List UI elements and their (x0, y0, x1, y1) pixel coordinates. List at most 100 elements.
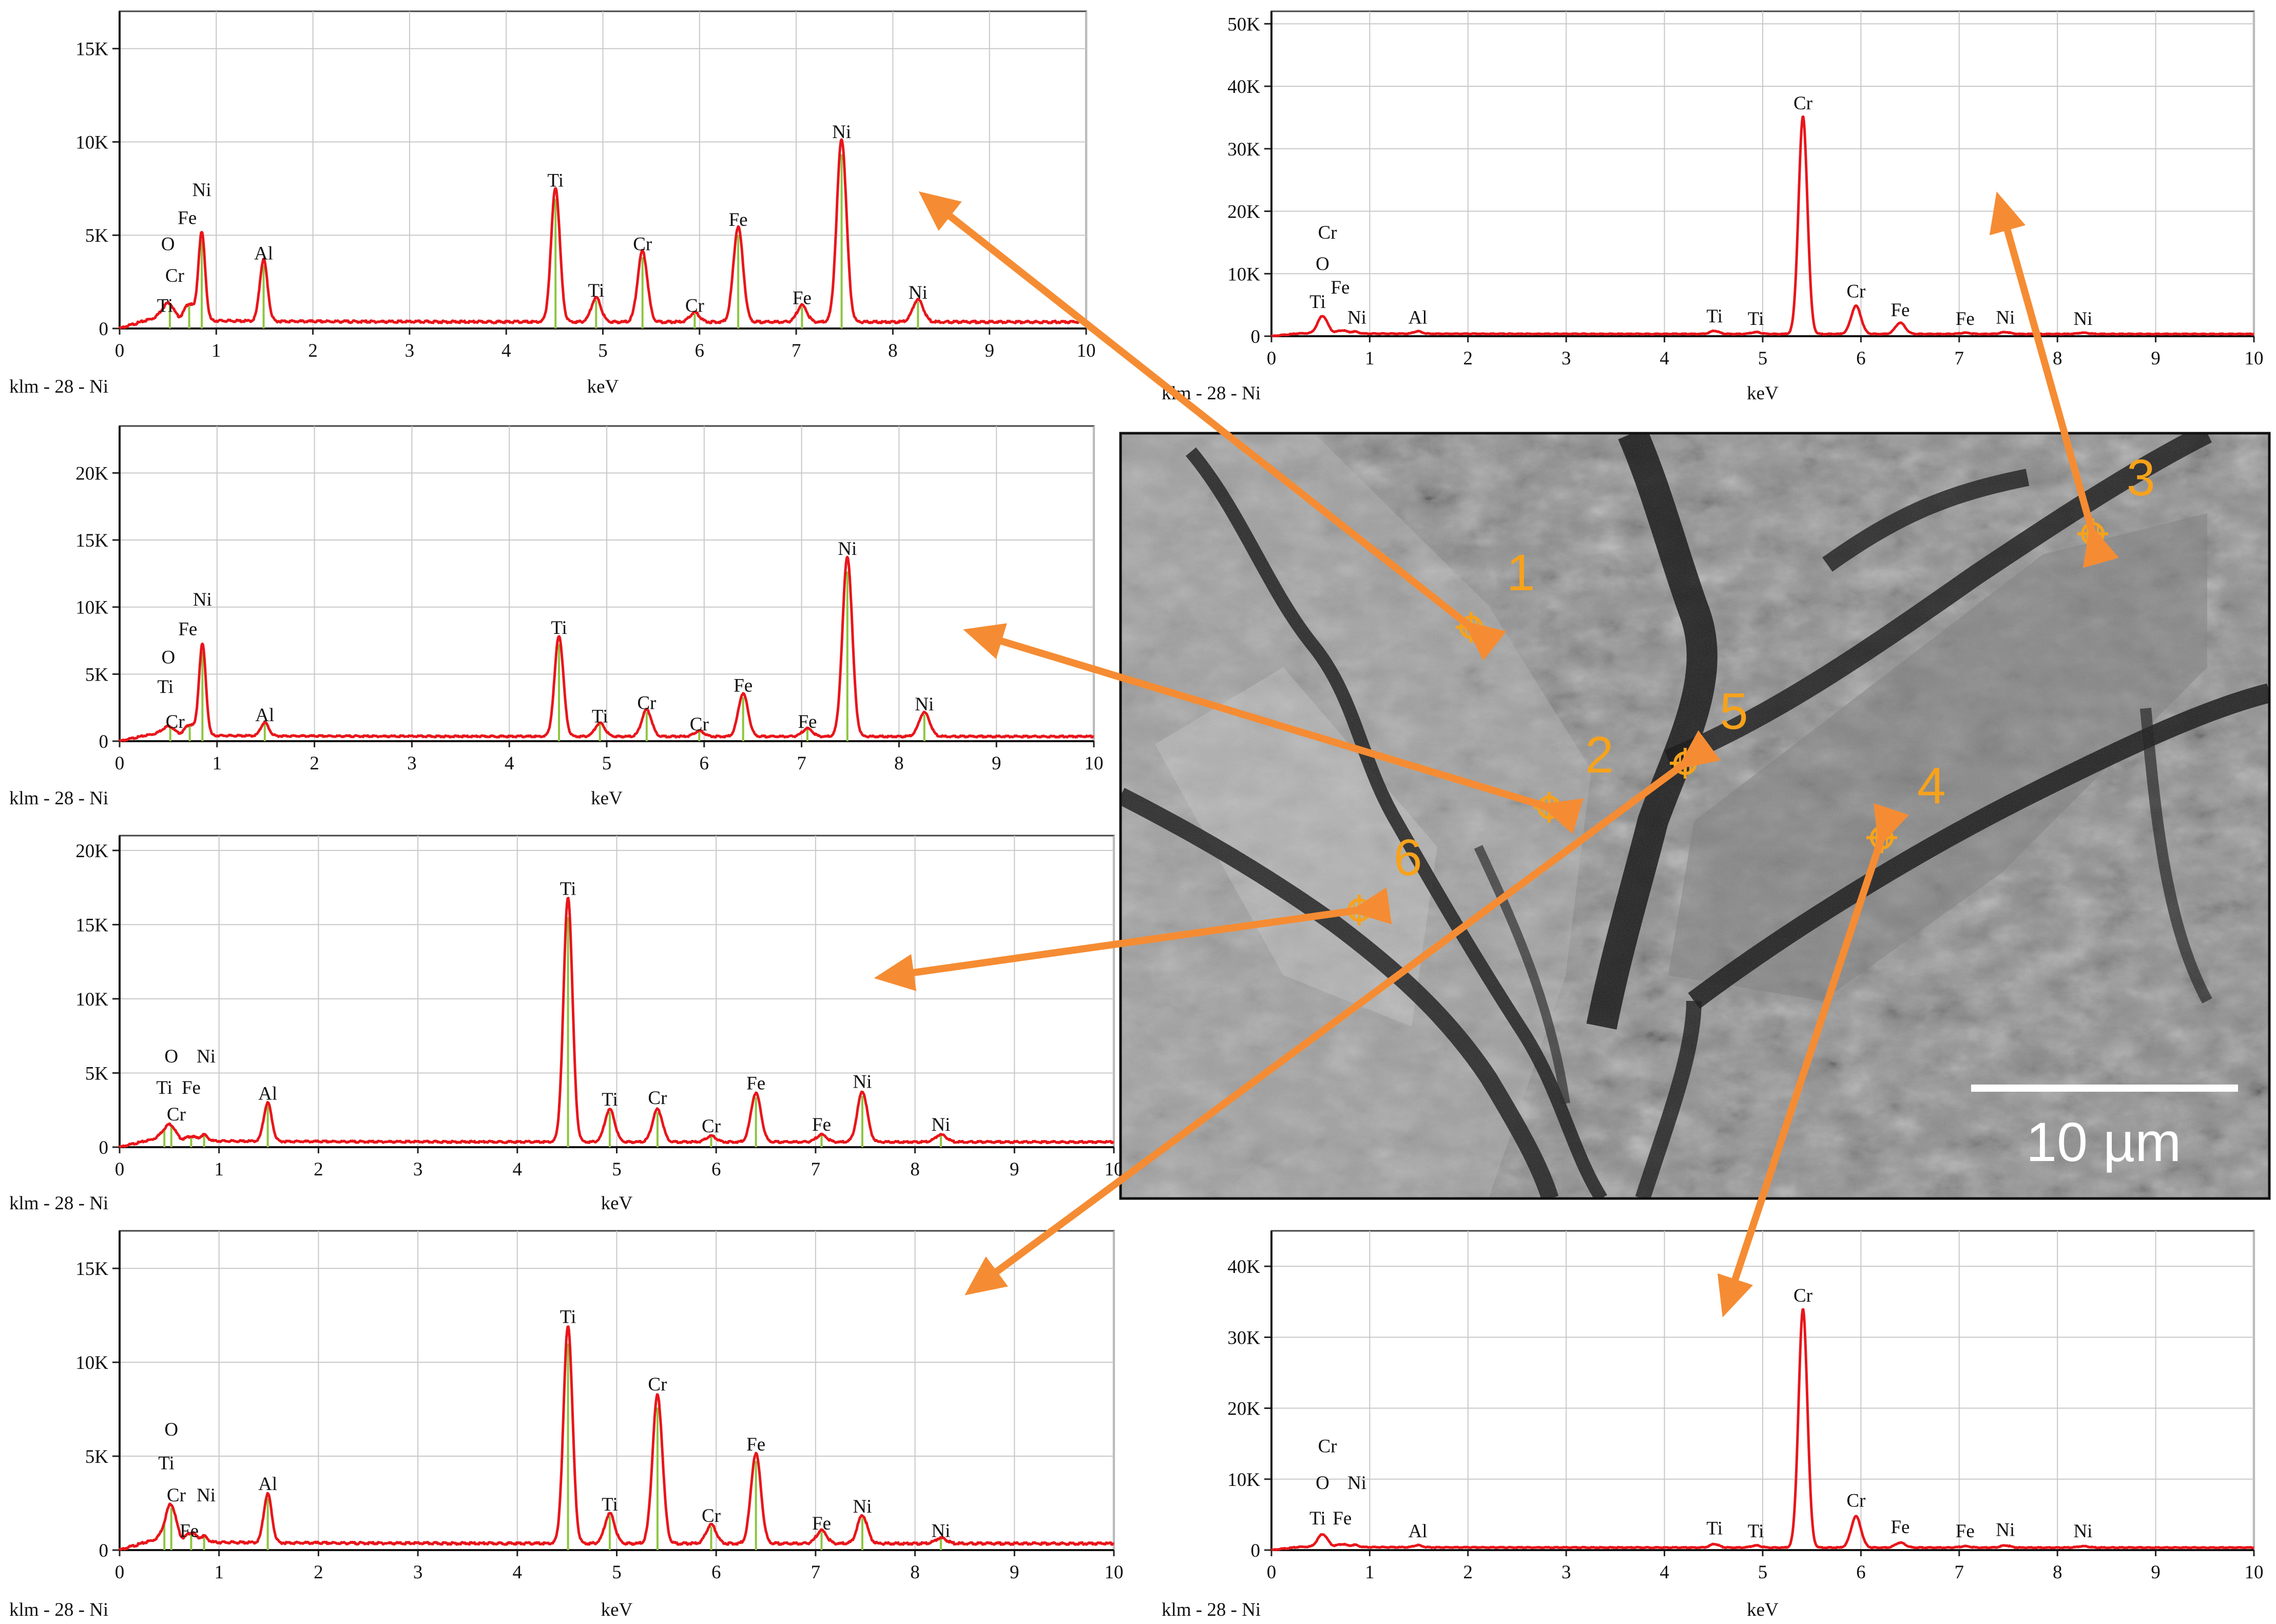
x-tick-label: 1 (214, 1562, 224, 1583)
x-tick-label: 4 (513, 1159, 523, 1180)
element-label: Cr (633, 234, 652, 255)
x-tick-label: 2 (314, 1159, 323, 1180)
y-tick-label: 50K (1227, 14, 1260, 35)
x-tick-label: 7 (792, 340, 801, 361)
element-label: Fe (734, 675, 753, 696)
y-tick-label: 0 (1251, 326, 1261, 347)
element-label: Cr (166, 711, 185, 732)
x-tick-label: 7 (811, 1159, 821, 1180)
x-tick-label: 6 (711, 1562, 721, 1583)
analysis-point-label: 3 (2127, 449, 2155, 507)
y-tick-label: 10K (1227, 1470, 1260, 1491)
x-tick-label: 8 (2053, 348, 2062, 369)
y-tick-label: 20K (1227, 202, 1260, 223)
x-tick-label: 1 (1365, 1562, 1375, 1583)
connector-arrow-1 (918, 191, 1507, 661)
element-label: Ni (1996, 1519, 2015, 1540)
y-tick-label: 30K (1227, 139, 1260, 160)
x-tick-label: 8 (894, 753, 904, 774)
x-tick-label: 8 (888, 340, 898, 361)
x-tick-label: 9 (1010, 1159, 1019, 1180)
x-tick-label: 1 (213, 753, 222, 774)
element-label: Ti (602, 1494, 618, 1515)
x-tick-label: 2 (308, 340, 318, 361)
analysis-point-label: 1 (1507, 544, 1535, 602)
x-tick-label: 4 (513, 1562, 523, 1583)
scale-bar: 10 µm (1971, 1085, 2238, 1173)
element-label: Cr (1318, 1436, 1337, 1457)
connector-arrow-4 (1717, 803, 1909, 1318)
y-tick-label: 15K (75, 915, 108, 936)
element-label: Ti (157, 295, 173, 316)
element-label: Ti (560, 1306, 576, 1327)
x-tick-label: 2 (314, 1562, 323, 1583)
element-label: O (1316, 1473, 1329, 1494)
element-label: Cr (165, 265, 184, 286)
x-tick-label: 9 (992, 753, 1001, 774)
spectrum-2-chart: 0 1 2 3 4 5 6 7 8 9 1005K10K15K20KCrTiOFeNiAlTiTiC… (9, 425, 1104, 809)
analysis-point-label: 6 (1394, 829, 1422, 886)
element-label: Fe (1333, 1508, 1352, 1529)
element-label: O (161, 234, 175, 255)
x-tick-label: 9 (985, 340, 994, 361)
y-tick-label: 0 (99, 731, 109, 752)
y-tick-label: 5K (85, 1063, 109, 1084)
x-tick-label: 3 (407, 753, 417, 774)
element-label: Ti (157, 676, 173, 698)
x-tick-label: 2 (1463, 1562, 1473, 1583)
element-label: Fe (746, 1073, 765, 1094)
element-label: Ti (1706, 306, 1723, 327)
element-label: Al (1409, 307, 1428, 328)
x-tick-label: 5 (612, 1562, 622, 1583)
element-label: Cr (648, 1374, 667, 1395)
x-tick-label: 6 (711, 1159, 721, 1180)
element-label: Ni (853, 1496, 872, 1517)
element-label: Cr (702, 1116, 721, 1137)
x-tick-label: 2 (310, 753, 319, 774)
y-tick-label: 15K (75, 530, 108, 551)
spectrum-5-chart: 0 1 2 3 4 5 6 7 8 9 10 0 5K 10K 15K Fe Cr Ni Ti O Al Ti Ti Cr Cr… (9, 1230, 1124, 1620)
x-axis-label: keV (601, 1599, 633, 1620)
y-tick-label: 40K (1227, 76, 1260, 98)
x-tick-label: 5 (1758, 348, 1768, 369)
element-label: Ti (551, 617, 567, 639)
element-label: Ti (1706, 1518, 1723, 1539)
x-tick-label: 3 (413, 1562, 423, 1583)
x-tick-label: 8 (910, 1159, 920, 1180)
element-label: Ti (588, 280, 605, 301)
element-label: Fe (1956, 308, 1975, 330)
element-label: Ti (1309, 292, 1326, 313)
y-tick-label: 0 (99, 319, 109, 340)
x-tick-label: 1 (214, 1159, 224, 1180)
element-label: Fe (746, 1434, 765, 1455)
element-label: Fe (178, 207, 197, 228)
element-label: Fe (182, 1077, 201, 1098)
element-label: Ni (1347, 1473, 1366, 1494)
x-axis-label: keV (587, 376, 619, 397)
x-tick-label: 10 (1077, 340, 1096, 361)
x-tick-label: 1 (211, 340, 221, 361)
y-tick-label: 40K (1227, 1256, 1260, 1278)
element-label: O (1316, 254, 1329, 275)
element-label: Ni (909, 282, 928, 303)
x-tick-label: 3 (1561, 348, 1571, 369)
x-tick-label: 8 (910, 1562, 920, 1583)
element-label: Cr (1846, 281, 1865, 302)
element-label: Cr (167, 1104, 186, 1125)
x-tick-label: 10 (1105, 1562, 1124, 1583)
x-tick-label: 0 (115, 340, 125, 361)
element-label: Cr (685, 295, 704, 316)
x-tick-label: 0 (115, 1562, 125, 1583)
x-tick-label: 4 (505, 753, 514, 774)
element-label: Cr (637, 692, 656, 713)
y-tick-label: 0 (99, 1540, 109, 1561)
x-axis-label: keV (601, 1193, 633, 1214)
element-label: Ti (560, 879, 576, 900)
element-label: Al (255, 705, 274, 726)
element-label: Cr (690, 714, 709, 735)
x-tick-label: 3 (413, 1159, 423, 1180)
element-label: Cr (1793, 93, 1812, 114)
element-label: Ti (547, 170, 564, 191)
x-axis-label: keV (1747, 383, 1779, 404)
